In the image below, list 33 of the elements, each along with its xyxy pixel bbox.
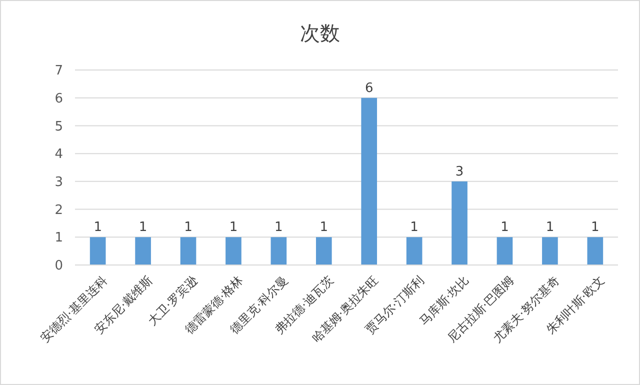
data-label: 1 [274,220,283,236]
y-tick-label: 4 [54,147,63,162]
bar [452,181,468,265]
data-label: 1 [500,220,509,236]
bar [135,237,151,265]
data-label: 1 [320,220,328,236]
bar [180,237,196,265]
data-label: 1 [184,220,192,236]
y-tick-label: 1 [54,230,63,246]
bar [406,237,422,265]
data-label: 1 [591,220,600,236]
y-tick-label: 2 [54,202,63,218]
y-tick-label: 5 [54,119,63,134]
bar [226,237,242,265]
y-tick-label: 7 [54,64,63,79]
data-label: 1 [138,220,148,236]
y-tick-label: 0 [54,258,63,274]
bar [270,237,287,265]
data-label: 1 [94,220,102,236]
bar [496,237,513,265]
bar [316,237,332,265]
bar [361,98,378,265]
data-label: 1 [410,220,418,236]
bar [90,237,106,265]
bar [542,237,558,265]
data-label: 6 [364,80,374,96]
data-label: 1 [229,220,238,236]
y-tick-label: 6 [54,91,63,106]
y-tick-label: 3 [54,174,63,190]
data-label: 3 [455,164,464,180]
data-label: 1 [546,220,554,236]
bar [587,237,604,265]
chart-title: 次数 [300,21,340,45]
